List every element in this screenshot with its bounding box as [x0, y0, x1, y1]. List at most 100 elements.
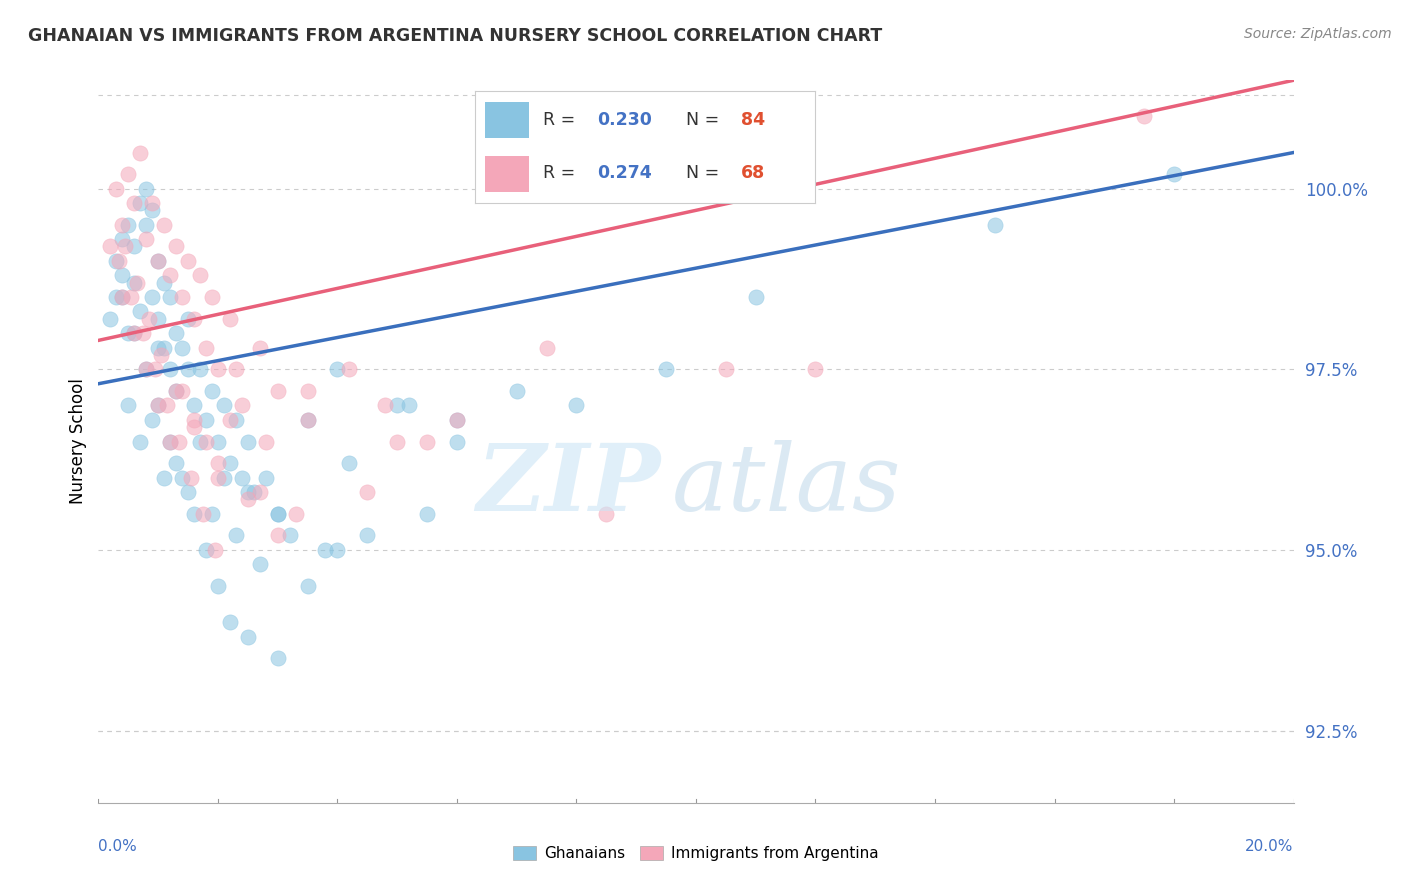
Point	[148, 253, 170, 268]
Point	[595, 507, 617, 521]
Point	[207, 434, 229, 449]
Point	[236, 434, 259, 449]
Point	[108, 253, 131, 268]
Point	[159, 290, 181, 304]
Point	[446, 434, 468, 449]
Point	[254, 434, 277, 449]
Text: Source: ZipAtlas.com: Source: ZipAtlas.com	[1244, 27, 1392, 41]
Point	[153, 341, 176, 355]
Point	[172, 341, 194, 355]
Point	[188, 434, 211, 449]
Point	[111, 290, 134, 304]
Point	[278, 528, 301, 542]
Point	[219, 413, 242, 427]
Point	[201, 290, 224, 304]
Point	[339, 362, 361, 376]
Point	[183, 398, 205, 412]
Point	[1163, 167, 1185, 181]
Point	[236, 492, 259, 507]
Point	[267, 507, 290, 521]
Point	[212, 471, 235, 485]
Point	[141, 290, 163, 304]
Point	[745, 290, 768, 304]
Point	[231, 398, 253, 412]
Point	[148, 398, 170, 412]
Text: ZIP: ZIP	[475, 440, 661, 530]
Point	[219, 615, 242, 630]
Point	[201, 507, 224, 521]
Point	[159, 268, 181, 283]
Point	[249, 485, 271, 500]
Point	[177, 253, 200, 268]
Point	[129, 196, 152, 211]
Point	[249, 341, 271, 355]
Point	[243, 485, 266, 500]
Point	[111, 232, 134, 246]
Point	[98, 311, 122, 326]
Point	[195, 434, 218, 449]
Point	[165, 456, 187, 470]
Point	[148, 341, 170, 355]
Point	[219, 456, 242, 470]
Text: 20.0%: 20.0%	[1246, 839, 1294, 854]
Legend: Ghanaians, Immigrants from Argentina: Ghanaians, Immigrants from Argentina	[508, 840, 884, 867]
Point	[129, 304, 152, 318]
Point	[117, 326, 139, 341]
Point	[315, 543, 337, 558]
Point	[105, 182, 128, 196]
Point	[124, 239, 146, 253]
Point	[655, 362, 678, 376]
Point	[129, 434, 152, 449]
Point	[416, 434, 439, 449]
Point	[356, 485, 378, 500]
Point	[159, 362, 181, 376]
Point	[416, 507, 439, 521]
Point	[141, 413, 163, 427]
Point	[143, 362, 166, 376]
Point	[135, 182, 157, 196]
Point	[150, 348, 173, 362]
Point	[231, 471, 253, 485]
Y-axis label: Nursery School: Nursery School	[69, 378, 87, 505]
Point	[254, 471, 277, 485]
Point	[153, 471, 176, 485]
Point	[297, 384, 319, 398]
Point	[236, 485, 259, 500]
Point	[135, 218, 157, 232]
Point	[165, 384, 187, 398]
Point	[804, 362, 827, 376]
Point	[374, 398, 396, 412]
Point	[356, 528, 378, 542]
Point	[249, 558, 271, 572]
Text: 0.0%: 0.0%	[98, 839, 138, 854]
Point	[159, 434, 181, 449]
Point	[212, 398, 235, 412]
Point	[183, 413, 205, 427]
Point	[172, 290, 194, 304]
Point	[446, 413, 468, 427]
Point	[177, 311, 200, 326]
Point	[236, 630, 259, 644]
Point	[124, 326, 146, 341]
Point	[141, 196, 163, 211]
Point	[172, 471, 194, 485]
Point	[207, 362, 229, 376]
Point	[111, 290, 134, 304]
Point	[446, 413, 468, 427]
Point	[984, 218, 1007, 232]
Point	[385, 398, 409, 412]
Point	[127, 276, 149, 290]
Point	[148, 398, 170, 412]
Point	[195, 341, 218, 355]
Point	[297, 579, 319, 593]
Point	[141, 203, 163, 218]
Point	[219, 311, 242, 326]
Point	[117, 167, 139, 181]
Point	[398, 398, 420, 412]
Point	[111, 218, 134, 232]
Point	[135, 232, 157, 246]
Point	[124, 196, 146, 211]
Point	[98, 239, 122, 253]
Point	[183, 420, 205, 434]
Point	[195, 543, 218, 558]
